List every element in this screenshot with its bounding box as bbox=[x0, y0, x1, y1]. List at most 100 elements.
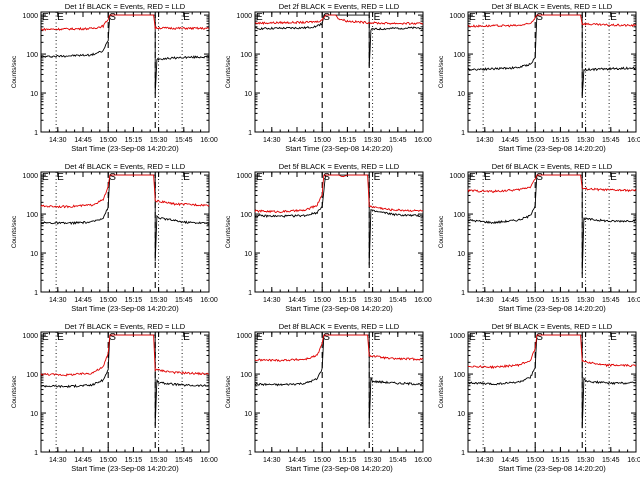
y-tick-label: 100 bbox=[26, 52, 38, 59]
y-tick-label: 1000 bbox=[22, 13, 38, 20]
x-axis-label: Start Time (23-Sep-08 14:20:20) bbox=[285, 144, 393, 153]
y-axis-label: Counts/sec bbox=[438, 215, 445, 248]
event-marker-label: E bbox=[469, 172, 476, 183]
x-tick-label: 14:30 bbox=[476, 297, 494, 304]
panel-title: Det 5f BLACK = Events, RED = LLD bbox=[279, 162, 400, 171]
detector-panel: 1 10 100 1000 14:30 14:45 15:00 15:15 15:30 15:45… bbox=[11, 162, 218, 313]
event-marker-label: E bbox=[57, 12, 64, 23]
event-marker-label: S bbox=[323, 172, 330, 183]
y-tick-label: 1000 bbox=[449, 173, 465, 180]
x-tick-label: 14:45 bbox=[501, 297, 519, 304]
x-axis-label: Start Time (23-Sep-08 14:20:20) bbox=[285, 304, 393, 313]
x-tick-label: 15:30 bbox=[577, 457, 595, 464]
x-axis-label: Start Time (23-Sep-08 14:20:20) bbox=[71, 304, 179, 313]
lld-series-line bbox=[40, 334, 210, 377]
x-tick-label: 14:45 bbox=[74, 457, 92, 464]
x-tick-label: 15:00 bbox=[99, 297, 117, 304]
x-tick-label: 15:15 bbox=[339, 297, 357, 304]
y-tick-label: 1000 bbox=[236, 173, 252, 180]
plot-frame bbox=[467, 171, 637, 293]
x-tick-label: 15:00 bbox=[99, 457, 117, 464]
event-marker-label: S bbox=[109, 172, 116, 183]
events-series-line bbox=[40, 174, 210, 262]
event-marker-label: E bbox=[484, 12, 491, 23]
event-marker-label: E bbox=[610, 12, 617, 23]
y-tick-label: 10 bbox=[457, 91, 465, 98]
y-tick-label: 1 bbox=[248, 290, 252, 297]
x-tick-label: 15:45 bbox=[389, 137, 407, 144]
y-tick-label: 1000 bbox=[236, 333, 252, 340]
events-series-line bbox=[467, 334, 637, 429]
x-tick-label: 15:15 bbox=[339, 457, 357, 464]
x-tick-label: 15:45 bbox=[389, 297, 407, 304]
x-axis-label: Start Time (23-Sep-08 14:20:20) bbox=[71, 464, 179, 473]
x-tick-label: 16:00 bbox=[200, 297, 218, 304]
event-marker-label: S bbox=[323, 12, 330, 23]
detector-panel: 1 10 100 1000 14:30 14:45 15:00 15:15 15:30 15:45… bbox=[11, 322, 218, 473]
detector-panel: 1 10 100 1000 14:30 14:45 15:00 15:15 15:30 15:45… bbox=[225, 2, 432, 153]
detector-panel: 1 10 100 1000 14:30 14:45 15:00 15:15 15:30 15:45… bbox=[11, 2, 218, 153]
y-tick-label: 1 bbox=[248, 130, 252, 137]
x-tick-label: 14:30 bbox=[49, 137, 67, 144]
x-tick-label: 15:15 bbox=[125, 297, 143, 304]
x-tick-label: 15:15 bbox=[125, 137, 143, 144]
panel-title: Det 1f BLACK = Events, RED = LLD bbox=[65, 2, 186, 11]
y-tick-label: 1 bbox=[248, 450, 252, 457]
x-tick-label: 14:45 bbox=[501, 137, 519, 144]
y-tick-label: 100 bbox=[26, 372, 38, 379]
y-axis-label: Counts/sec bbox=[11, 375, 18, 408]
y-tick-label: 100 bbox=[240, 52, 252, 59]
y-tick-label: 1000 bbox=[449, 13, 465, 20]
x-tick-label: 15:00 bbox=[313, 137, 331, 144]
x-tick-label: 15:15 bbox=[339, 137, 357, 144]
y-tick-label: 1000 bbox=[236, 13, 252, 20]
x-tick-label: 14:30 bbox=[49, 457, 67, 464]
event-marker-label: S bbox=[109, 12, 116, 23]
y-tick-label: 1 bbox=[34, 130, 38, 137]
lld-series-line bbox=[467, 174, 637, 194]
x-tick-label: 15:15 bbox=[552, 297, 570, 304]
y-tick-label: 1 bbox=[461, 450, 465, 457]
x-axis-label: Start Time (23-Sep-08 14:20:20) bbox=[498, 304, 606, 313]
x-tick-label: 15:00 bbox=[526, 457, 544, 464]
x-tick-label: 15:00 bbox=[313, 457, 331, 464]
y-tick-label: 100 bbox=[26, 212, 38, 219]
event-marker-label: E bbox=[374, 332, 381, 343]
y-tick-label: 1 bbox=[34, 290, 38, 297]
x-axis-label: Start Time (23-Sep-08 14:20:20) bbox=[498, 144, 606, 153]
panel-title: Det 3f BLACK = Events, RED = LLD bbox=[492, 2, 613, 11]
y-tick-label: 1 bbox=[461, 290, 465, 297]
y-tick-label: 10 bbox=[244, 251, 252, 258]
event-marker-label: E bbox=[469, 12, 476, 23]
y-tick-label: 10 bbox=[457, 251, 465, 258]
y-axis-label: Counts/sec bbox=[225, 375, 232, 408]
y-tick-label: 1 bbox=[34, 450, 38, 457]
plot-frame bbox=[254, 171, 424, 293]
x-tick-label: 15:45 bbox=[602, 137, 620, 144]
lld-series-line bbox=[40, 14, 210, 32]
plot-frame bbox=[40, 171, 210, 293]
detector-panel: 1 10 100 1000 14:30 14:45 15:00 15:15 15:30 15:45… bbox=[225, 162, 432, 313]
event-marker-label: E bbox=[484, 332, 491, 343]
x-tick-label: 15:45 bbox=[602, 297, 620, 304]
x-tick-label: 14:30 bbox=[49, 297, 67, 304]
y-tick-label: 10 bbox=[244, 411, 252, 418]
lld-series-line bbox=[467, 334, 637, 370]
events-series-line bbox=[254, 334, 424, 425]
x-tick-label: 14:30 bbox=[476, 137, 494, 144]
events-series-line bbox=[254, 14, 424, 67]
x-tick-label: 15:30 bbox=[150, 297, 168, 304]
x-tick-label: 16:00 bbox=[414, 457, 432, 464]
x-tick-label: 15:30 bbox=[150, 137, 168, 144]
event-marker-label: E bbox=[610, 332, 617, 343]
plot-frame bbox=[254, 11, 424, 133]
event-marker-label: E bbox=[57, 332, 64, 343]
event-marker-label: E bbox=[256, 172, 263, 183]
detector-panel: 1 10 100 1000 14:30 14:45 15:00 15:15 15:30 15:45… bbox=[225, 322, 432, 473]
plot-frame bbox=[40, 11, 210, 133]
x-axis-label: Start Time (23-Sep-08 14:20:20) bbox=[71, 144, 179, 153]
x-tick-label: 15:30 bbox=[364, 297, 382, 304]
panel-title: Det 2f BLACK = Events, RED = LLD bbox=[279, 2, 400, 11]
plot-frame bbox=[467, 331, 637, 453]
x-tick-label: 15:30 bbox=[577, 297, 595, 304]
